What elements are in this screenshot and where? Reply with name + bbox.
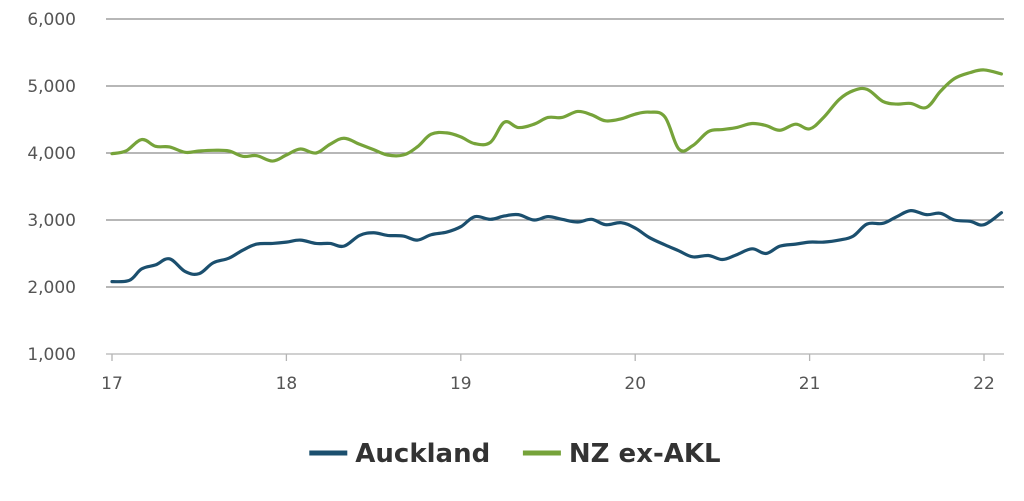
x-tick-label: 21 (799, 374, 821, 394)
x-axis-tick-labels: 17 18 19 20 21 22 (101, 354, 995, 394)
y-tick-label: 6,000 (27, 10, 76, 30)
x-tick-label: 17 (101, 374, 123, 394)
series-line-auckland (110, 209, 1004, 284)
series-layer (110, 68, 1004, 284)
x-tick-label: 18 (276, 374, 298, 394)
x-tick-label: 20 (624, 374, 646, 394)
y-axis-tick-labels: 1,000 2,000 3,000 4,000 5,000 6,000 (27, 10, 76, 365)
series-line-nz-ex-akl (110, 68, 1004, 163)
y-tick-label: 4,000 (27, 144, 76, 164)
legend: Auckland NZ ex-AKL (309, 439, 721, 469)
x-tick-label: 19 (450, 374, 472, 394)
legend-label-nz-ex-akl: NZ ex-AKL (569, 439, 721, 469)
legend-label-auckland: Auckland (355, 439, 490, 469)
y-tick-label: 5,000 (27, 77, 76, 97)
y-tick-label: 1,000 (27, 345, 76, 365)
y-tick-label: 2,000 (27, 278, 76, 298)
grid-layer (106, 18, 1004, 355)
y-tick-label: 3,000 (27, 211, 76, 231)
x-tick-label: 22 (973, 374, 995, 394)
